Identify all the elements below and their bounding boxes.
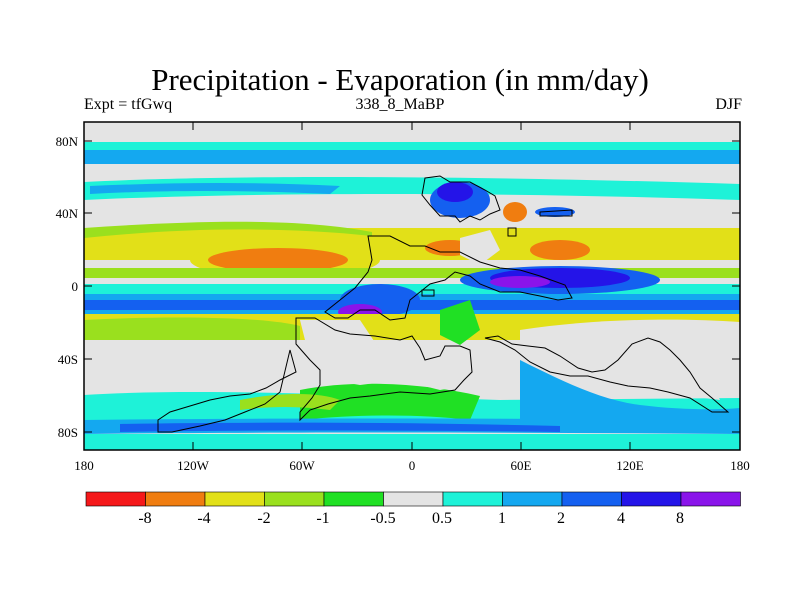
colorbar xyxy=(85,491,741,507)
colorbar-label: 8 xyxy=(676,510,684,527)
colorbar-swatch xyxy=(145,491,206,507)
colorbar-swatch xyxy=(264,491,325,507)
colorbar-label: -2 xyxy=(257,510,271,527)
colorbar-label: 0.5 xyxy=(432,510,452,527)
colorbar-label: 2 xyxy=(557,510,565,527)
colorbar-label: 1 xyxy=(498,510,506,527)
x-tick-label: 180 xyxy=(730,458,750,473)
precip-evap-field xyxy=(84,122,740,450)
colorbar-swatch xyxy=(442,491,503,507)
colorbar-swatch xyxy=(85,491,146,507)
period-label: 338_8_MaBP xyxy=(355,96,445,113)
y-tick-label: 80S xyxy=(58,425,78,440)
y-tick-label: 40S xyxy=(58,352,78,367)
x-tick-label: 0 xyxy=(409,458,416,473)
x-tick-label: 60W xyxy=(289,458,315,473)
colorbar-swatch xyxy=(561,491,622,507)
continent-outlines xyxy=(157,175,730,433)
colorbar-label: -1 xyxy=(316,510,330,527)
experiment-label: Expt = tfGwq xyxy=(84,96,173,113)
colorbar-swatch xyxy=(502,491,563,507)
map-title: Precipitation - Evaporation (in mm/day) xyxy=(151,62,649,97)
y-tick-label: 80N xyxy=(56,134,79,149)
x-tick-label: 120E xyxy=(616,458,644,473)
colorbar-label: -0.5 xyxy=(370,510,396,527)
colorbar-swatch xyxy=(323,491,384,507)
colorbar-swatch xyxy=(680,491,741,507)
x-tick-label: 120W xyxy=(177,458,210,473)
colorbar-swatch xyxy=(621,491,682,507)
season-label: DJF xyxy=(715,96,742,113)
x-tick-label: 60E xyxy=(511,458,532,473)
colorbar-swatch xyxy=(383,491,444,507)
colorbar-label: -8 xyxy=(138,510,152,527)
colorbar-swatch xyxy=(204,491,265,507)
x-tick-label: 180 xyxy=(74,458,94,473)
y-tick-label: 0 xyxy=(72,279,79,294)
colorbar-label: -4 xyxy=(197,510,211,527)
y-tick-label: 40N xyxy=(56,206,79,221)
colorbar-label: 4 xyxy=(617,510,625,527)
